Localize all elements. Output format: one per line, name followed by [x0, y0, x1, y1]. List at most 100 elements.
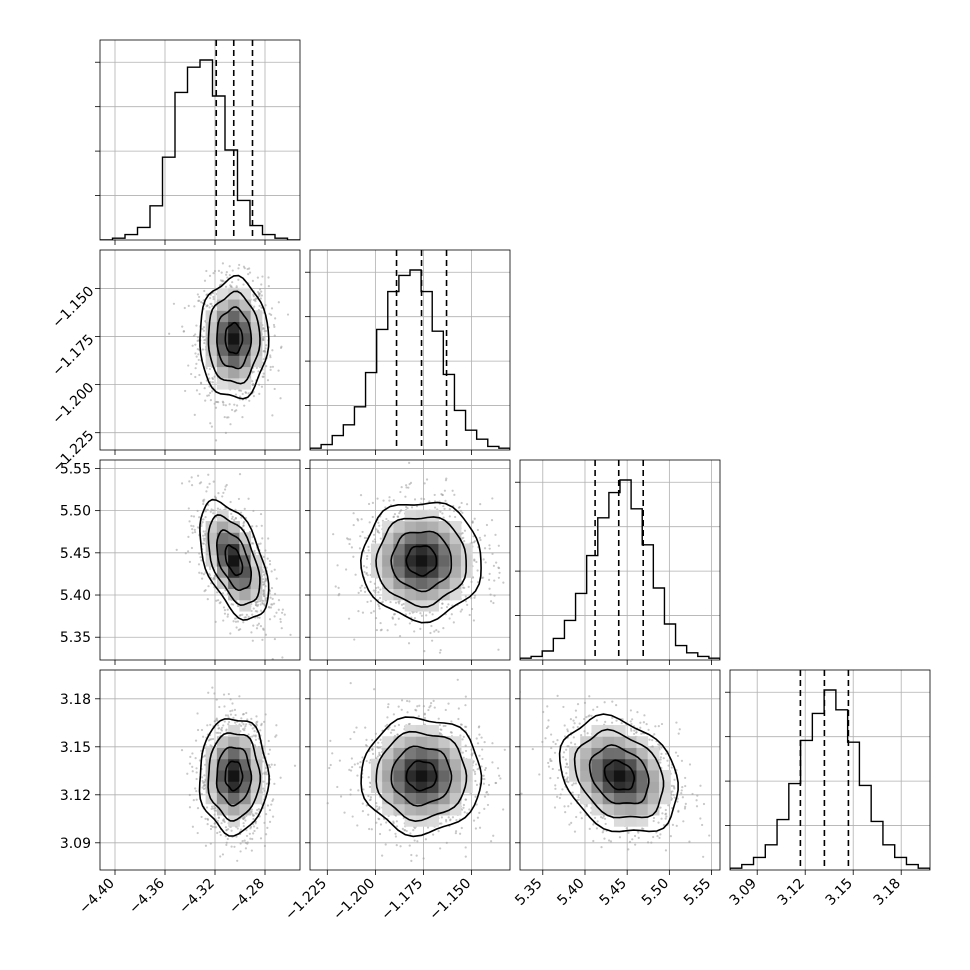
scatter-point: [680, 789, 683, 792]
scatter-point: [463, 529, 467, 532]
scatter-point: [400, 486, 403, 489]
scatter-point: [363, 586, 367, 589]
scatter-point: [205, 269, 208, 273]
scatter-point: [256, 290, 260, 294]
scatter-point: [271, 815, 275, 818]
scatter-point: [413, 839, 416, 842]
scatter-point: [261, 537, 264, 540]
scatter-point: [208, 482, 211, 485]
x-tick-label: 3.12: [775, 876, 808, 909]
scatter-point: [488, 587, 491, 590]
scatter-point: [361, 756, 364, 759]
scatter-point: [378, 607, 381, 610]
scatter-point: [349, 769, 353, 772]
scatter-point: [239, 828, 243, 831]
scatter-point: [587, 715, 590, 718]
scatter-point: [462, 756, 465, 759]
scatter-point: [366, 555, 369, 558]
density-cell: [580, 781, 592, 793]
scatter-point: [602, 815, 605, 818]
density-cell: [415, 532, 428, 545]
scatter-point: [440, 816, 443, 819]
density-cell: [239, 554, 252, 567]
scatter-point: [258, 304, 261, 307]
scatter-point: [374, 589, 377, 592]
density-cell: [205, 321, 218, 334]
scatter-point: [473, 594, 477, 597]
scatter-point: [275, 611, 278, 614]
scatter-point: [377, 521, 380, 524]
scatter-point: [371, 501, 375, 505]
density-cell: [216, 758, 229, 771]
density-cell: [427, 588, 439, 601]
scatter-point: [251, 380, 254, 383]
scatter-point: [263, 771, 266, 774]
scatter-point: [483, 741, 486, 744]
density-cell: [205, 758, 218, 771]
scatter-point: [466, 603, 469, 607]
scatter-point: [386, 705, 390, 709]
density-cell: [239, 588, 252, 601]
scatter-point: [439, 648, 442, 652]
scatter-point: [405, 505, 408, 509]
scatter-point: [637, 831, 640, 834]
scatter-point: [565, 763, 569, 766]
scatter-point: [198, 392, 201, 396]
scatter-point: [202, 518, 205, 521]
scatter-point: [502, 808, 505, 811]
density-cell: [449, 803, 462, 816]
scatter-point: [656, 834, 659, 838]
scatter-point: [218, 705, 221, 709]
scatter-point: [482, 782, 486, 785]
scatter-point: [671, 790, 674, 793]
scatter-point: [416, 705, 419, 708]
density-cell: [382, 588, 394, 601]
density-cell: [228, 366, 240, 379]
scatter-point: [564, 758, 567, 761]
scatter-point: [464, 846, 467, 849]
scatter-point: [664, 808, 667, 812]
scatter-point: [470, 580, 473, 583]
scatter-point: [413, 630, 416, 633]
scatter-point: [427, 708, 430, 712]
scatter-point: [572, 726, 575, 729]
scatter-point: [394, 832, 397, 835]
scatter-point: [454, 832, 457, 835]
scatter-point: [240, 516, 243, 519]
scatter-point: [459, 723, 463, 726]
scatter-point: [365, 557, 369, 560]
density-cell: [613, 781, 626, 793]
x-tick-label: 5.40: [554, 876, 587, 909]
density-cell: [449, 577, 462, 590]
scatter-point: [636, 710, 639, 714]
y-tick-label: 5.45: [60, 546, 91, 562]
scatter-point: [223, 609, 227, 612]
scatter-point: [659, 806, 662, 809]
scatter-point: [255, 627, 259, 630]
scatter-point: [245, 829, 248, 832]
scatter-point: [242, 621, 245, 624]
scatter-point: [265, 766, 268, 770]
scatter-point: [251, 735, 254, 738]
density-cell: [382, 577, 394, 590]
scatter-point: [242, 822, 245, 825]
scatter-point: [227, 692, 230, 696]
scatter-point: [255, 366, 258, 369]
scatter-point: [194, 739, 198, 742]
scatter-point: [702, 855, 705, 858]
scatter-point: [405, 486, 408, 489]
scatter-point: [474, 779, 477, 783]
scatter-point: [227, 720, 231, 724]
panel-frame: [309, 669, 511, 871]
density-cell: [250, 588, 263, 601]
scatter-point: [277, 608, 280, 611]
scatter-point: [266, 379, 270, 382]
scatter-point: [408, 461, 411, 464]
density-cell: [250, 566, 263, 578]
scatter-point: [236, 859, 239, 862]
scatter-point: [212, 807, 215, 810]
scatter-point: [229, 423, 232, 426]
density-cell: [625, 803, 637, 816]
scatter-point: [251, 814, 255, 817]
density-cell: [382, 521, 394, 533]
